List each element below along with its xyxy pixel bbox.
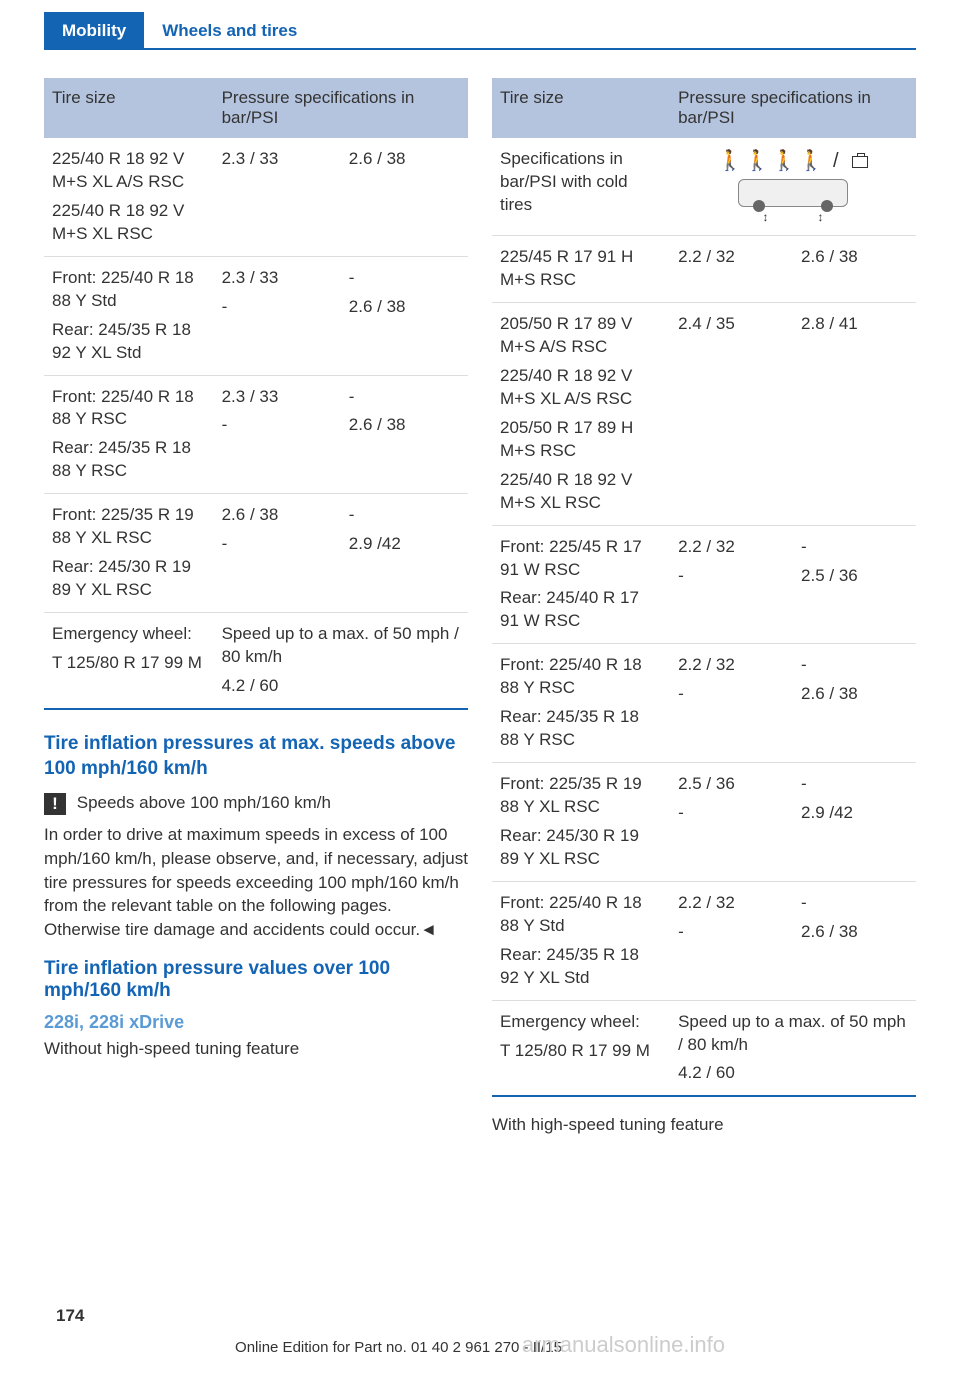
left-column: Tire size Pressure specifications in bar… xyxy=(44,78,468,1145)
footer-text: Online Edition for Part no. 01 40 2 961 … xyxy=(235,1339,562,1356)
model-heading: 228i, 228i xDrive xyxy=(44,1012,468,1033)
table-cell: Speed up to a max. of 50 mph / 80 km/h 4… xyxy=(670,1000,916,1096)
th-tire-size: Tire size xyxy=(44,78,214,138)
table-cell: 2.3 / 33 - xyxy=(214,256,341,375)
table-cell: 225/40 R 18 92 V M+S XL A/S RSC 225/40 R… xyxy=(44,138,214,256)
table-cell: Front: 225/35 R 19 88 Y XL RSC Rear: 245… xyxy=(492,763,670,882)
table-cell: 2.8 / 41 xyxy=(793,303,916,526)
table-cell: Front: 225/40 R 18 88 Y Std Rear: 245/35… xyxy=(44,256,214,375)
footer: Online Edition for Part no. 01 40 2 961 … xyxy=(0,1332,960,1358)
table-cell: 2.6 / 38 xyxy=(341,138,468,256)
car-icon xyxy=(738,179,848,207)
page-number: 174 xyxy=(56,1306,84,1326)
left-tire-table: Tire size Pressure specifications in bar… xyxy=(44,78,468,710)
right-column: Tire size Pressure specifications in bar… xyxy=(492,78,916,1145)
without-tuning-text: Without high-speed tuning feature xyxy=(44,1037,468,1061)
table-cell: - 2.9 /42 xyxy=(341,494,468,613)
warning-title: Speeds above 100 mph/160 km/h xyxy=(77,793,331,812)
content-columns: Tire size Pressure specifications in bar… xyxy=(0,78,960,1145)
table-cell: - 2.6 / 38 xyxy=(341,256,468,375)
arrow-icons: ↕↕ xyxy=(738,209,848,225)
table-cell: Front: 225/40 R 18 88 Y Std Rear: 245/35… xyxy=(492,881,670,1000)
th-pressure: Pressure specifications in bar/PSI xyxy=(670,78,916,138)
th-tire-size: Tire size xyxy=(492,78,670,138)
table-cell: Emergency wheel: T 125/80 R 17 99 M xyxy=(492,1000,670,1096)
people-icon: 🚶🚶🚶🚶 / xyxy=(678,148,908,175)
header-bar: Mobility Wheels and tires xyxy=(44,12,916,50)
table-cell: Front: 225/45 R 17 91 W RSC Rear: 245/40… xyxy=(492,525,670,644)
table-cell: 205/50 R 17 89 V M+S A/S RSC 225/40 R 18… xyxy=(492,303,670,526)
th-pressure: Pressure specifications in bar/PSI xyxy=(214,78,468,138)
subsection-heading: Tire inflation pressure values over 100 … xyxy=(44,958,468,1002)
warning-body: In order to drive at maximum speeds in e… xyxy=(44,823,468,942)
table-cell: 2.3 / 33 - xyxy=(214,375,341,494)
table-cell: - 2.9 /42 xyxy=(793,763,916,882)
table-cell: 225/45 R 17 91 H M+S RSC xyxy=(492,236,670,303)
header-sub-wheels: Wheels and tires xyxy=(144,12,315,48)
table-cell: Specifications in bar/PSI with cold tire… xyxy=(492,138,670,236)
occupancy-icon-cell: 🚶🚶🚶🚶 / ↕↕ xyxy=(670,138,916,236)
table-cell: Emergency wheel: T 125/80 R 17 99 M xyxy=(44,613,214,709)
table-cell: 2.2 / 32 - xyxy=(670,881,793,1000)
table-cell: 2.6 / 38 - xyxy=(214,494,341,613)
right-tire-table: Tire size Pressure specifications in bar… xyxy=(492,78,916,1097)
table-cell: Front: 225/40 R 18 88 Y RSC Rear: 245/35… xyxy=(44,375,214,494)
table-cell: - 2.5 / 36 xyxy=(793,525,916,644)
table-cell: Front: 225/40 R 18 88 Y RSC Rear: 245/35… xyxy=(492,644,670,763)
table-cell: 2.4 / 35 xyxy=(670,303,793,526)
table-cell: - 2.6 / 38 xyxy=(341,375,468,494)
table-cell: Front: 225/35 R 19 88 Y XL RSC Rear: 245… xyxy=(44,494,214,613)
warning-icon: ! xyxy=(44,793,66,815)
section-heading-max-speed: Tire inflation pressures at max. speeds … xyxy=(44,732,468,781)
table-cell: 2.3 / 33 xyxy=(214,138,341,256)
table-cell: - 2.6 / 38 xyxy=(793,644,916,763)
table-cell: 2.2 / 32 - xyxy=(670,644,793,763)
watermark: armanualsonline.info xyxy=(522,1332,725,1357)
table-cell: 2.5 / 36 - xyxy=(670,763,793,882)
table-cell: 2.2 / 32 xyxy=(670,236,793,303)
table-cell: 2.2 / 32 - xyxy=(670,525,793,644)
header-tab-mobility: Mobility xyxy=(44,12,144,48)
warning-paragraph: ! Speeds above 100 mph/160 km/h xyxy=(44,791,468,815)
table-cell: - 2.6 / 38 xyxy=(793,881,916,1000)
with-tuning-text: With high-speed tuning feature xyxy=(492,1113,916,1137)
table-cell: Speed up to a max. of 50 mph / 80 km/h 4… xyxy=(214,613,468,709)
table-cell: 2.6 / 38 xyxy=(793,236,916,303)
